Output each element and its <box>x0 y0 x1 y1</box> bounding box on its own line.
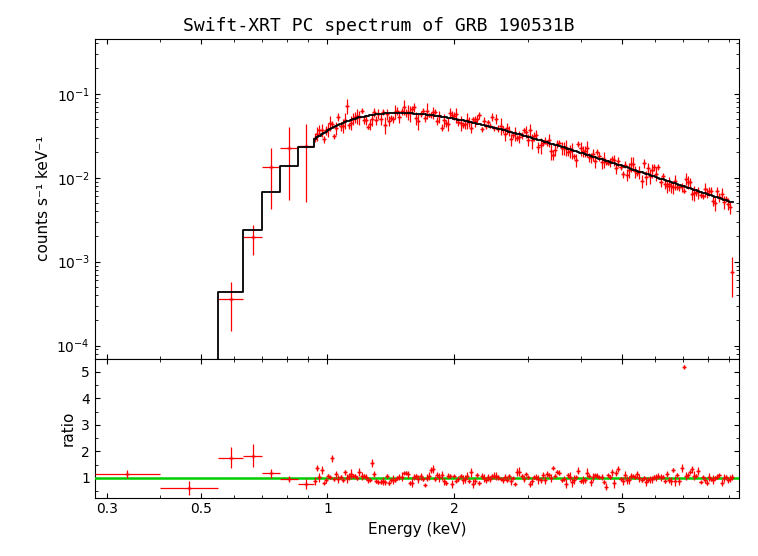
Y-axis label: counts s⁻¹ keV⁻¹: counts s⁻¹ keV⁻¹ <box>36 136 51 261</box>
Y-axis label: ratio: ratio <box>61 410 76 446</box>
X-axis label: Energy (keV): Energy (keV) <box>368 522 466 537</box>
Text: Swift-XRT PC spectrum of GRB 190531B: Swift-XRT PC spectrum of GRB 190531B <box>183 17 575 34</box>
